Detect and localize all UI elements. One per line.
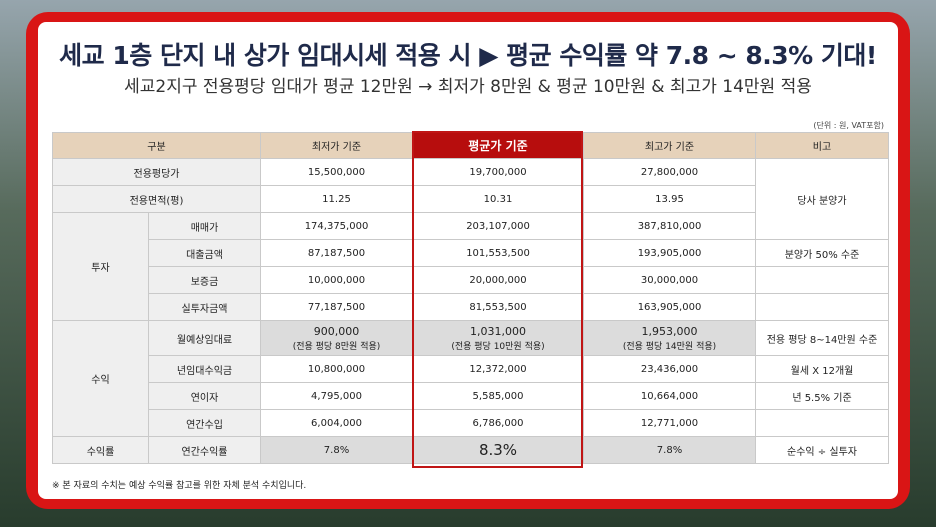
cell-high: 27,800,000 — [583, 158, 756, 186]
row-label: 연간수입 — [148, 409, 261, 437]
cell-low: 900,000 (전용 평당 8만원 적용) — [260, 320, 413, 356]
cell-low: 15,500,000 — [260, 158, 413, 186]
row-label: 년임대수익금 — [148, 355, 261, 383]
row-label: 연간수익률 — [148, 436, 261, 464]
cell-avg: 6,786,000 — [412, 409, 584, 437]
table-row: 보증금 10,000,000 20,000,000 30,000,000 — [53, 266, 889, 294]
cell-high: 30,000,000 — [583, 266, 756, 294]
table-row: 실투자금액 77,187,500 81,553,500 163,905,000 — [53, 293, 889, 321]
cell-high: 7.8% — [583, 436, 756, 464]
page-subtitle: 세교2지구 전용평당 임대가 평균 12만원 → 최저가 8만원 & 평균 10… — [124, 77, 812, 97]
row-label: 실투자금액 — [148, 293, 261, 321]
cell-high: 387,810,000 — [583, 212, 756, 240]
group-income: 수익 — [52, 320, 149, 437]
cell-low: 7.8% — [260, 436, 413, 464]
header-note: 비고 — [755, 132, 889, 159]
cell-low: 10,000,000 — [260, 266, 413, 294]
row-label: 매매가 — [148, 212, 261, 240]
cell-low: 77,187,500 — [260, 293, 413, 321]
rent-high-value: 1,953,000 — [641, 324, 698, 338]
cell-high: 193,905,000 — [583, 239, 756, 267]
note-rent: 전용 평당 8~14만원 수준 — [755, 320, 889, 356]
group-yield: 수익률 — [52, 436, 149, 464]
header-avg: 평균가 기준 — [412, 132, 584, 159]
row-label: 보증금 — [148, 266, 261, 294]
cell-low: 11.25 — [260, 185, 413, 213]
note-empty — [755, 266, 889, 294]
cell-low: 10,800,000 — [260, 355, 413, 383]
cell-avg: 101,553,500 — [412, 239, 584, 267]
note-yield: 순수익 ÷ 실투자 — [755, 436, 889, 464]
cell-avg: 12,372,000 — [412, 355, 584, 383]
header-category: 구분 — [52, 132, 261, 159]
cell-avg: 10.31 — [412, 185, 584, 213]
rent-avg-value: 1,031,000 — [470, 324, 526, 338]
table-row: 전용면적(평) 11.25 10.31 13.95 — [52, 185, 889, 213]
cell-avg: 5,585,000 — [412, 382, 584, 410]
cell-high: 12,771,000 — [583, 409, 756, 437]
note-empty — [755, 409, 889, 437]
note-loan: 분양가 50% 수준 — [755, 239, 889, 267]
cell-avg: 8.3% — [412, 436, 584, 464]
table-row: 연간수입 6,004,000 6,786,000 12,771,000 — [53, 409, 889, 437]
note-company: 당사 분양가 — [755, 158, 889, 240]
row-label: 연이자 — [148, 382, 261, 410]
rent-high-sub: (전용 평당 14만원 적용) — [622, 341, 717, 352]
page-title: 세교 1층 단지 내 상가 임대시세 적용 시 ▶ 평균 수익률 약 7.8 ~… — [59, 41, 877, 70]
row-label: 월예상임대료 — [148, 320, 261, 356]
cell-high: 163,905,000 — [583, 293, 756, 321]
row-label: 전용평당가 — [52, 158, 261, 186]
note-empty — [755, 293, 889, 321]
footnote: ※ 본 자료의 수치는 예상 수익률 참고를 위한 자체 분석 수치입니다. — [52, 481, 307, 491]
cell-low: 87,187,500 — [260, 239, 413, 267]
rent-avg-sub: (전용 평당 10만원 적용) — [451, 341, 545, 352]
header-low: 최저가 기준 — [260, 132, 413, 159]
cell-high: 1,953,000 (전용 평당 14만원 적용) — [583, 320, 756, 356]
cell-low: 174,375,000 — [260, 212, 413, 240]
cell-low: 4,795,000 — [260, 382, 413, 410]
cell-low: 6,004,000 — [260, 409, 413, 437]
rent-low-sub: (전용 평당 8만원 적용) — [292, 341, 381, 352]
row-label: 전용면적(평) — [52, 185, 261, 213]
table-row: 년임대수익금 10,800,000 12,372,000 23,436,000 … — [53, 355, 889, 383]
cell-avg: 19,700,000 — [412, 158, 584, 186]
cell-high: 10,664,000 — [583, 382, 756, 410]
note-interest: 년 5.5% 기준 — [755, 382, 889, 410]
row-label: 대출금액 — [148, 239, 261, 267]
unit-note: (단위 : 원, VAT포함) — [813, 121, 884, 130]
rent-low-value: 900,000 — [313, 324, 360, 338]
table-row: 전용평당가 15,500,000 19,700,000 27,800,000 당… — [52, 158, 889, 240]
table-header-row: 구분 최저가 기준 평균가 기준 최고가 기준 비고 — [52, 132, 889, 159]
table-row: 연이자 4,795,000 5,585,000 10,664,000 년 5.5… — [53, 382, 889, 410]
header-high: 최고가 기준 — [583, 132, 756, 159]
table-row: 수익률 연간수익률 7.8% 8.3% 7.8% 순수익 ÷ 실투자 — [52, 436, 889, 464]
table-row: 투자 매매가 174,375,000 203,107,000 387,810,0… — [52, 212, 889, 321]
yield-table: 구분 최저가 기준 평균가 기준 최고가 기준 비고 전용평당가 15,500,… — [52, 132, 889, 464]
cell-avg: 81,553,500 — [412, 293, 584, 321]
group-invest: 투자 — [52, 212, 149, 321]
cell-avg: 1,031,000 (전용 평당 10만원 적용) — [412, 320, 584, 356]
cell-high: 13.95 — [583, 185, 756, 213]
cell-high: 23,436,000 — [583, 355, 756, 383]
cell-avg: 203,107,000 — [412, 212, 584, 240]
table-row: 대출금액 87,187,500 101,553,500 193,905,000 … — [53, 239, 889, 267]
table-row: 수익 월예상임대료 900,000 (전용 평당 8만원 적용) 1,031,0… — [52, 320, 889, 437]
cell-avg: 20,000,000 — [412, 266, 584, 294]
note-annual-rent: 월세 X 12개월 — [755, 355, 889, 383]
